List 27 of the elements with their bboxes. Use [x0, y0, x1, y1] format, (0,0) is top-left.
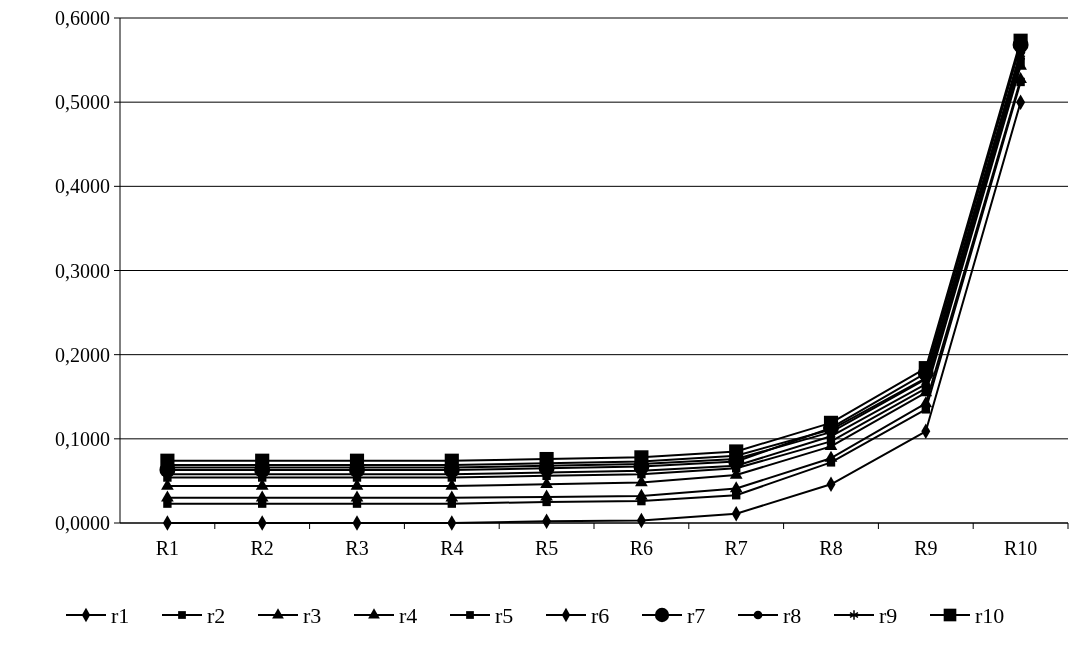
- legend-label: r9: [879, 602, 898, 628]
- y-tick-label: 0,5000: [55, 91, 110, 114]
- x-tick-label: R7: [724, 537, 748, 559]
- legend-label: r5: [495, 602, 514, 628]
- x-tick-label: R6: [629, 537, 654, 559]
- y-tick-label: 0,1000: [55, 427, 110, 450]
- y-tick-label: 0,3000: [55, 259, 110, 282]
- legend-label: r4: [399, 602, 418, 628]
- y-tick-label: 0,0000: [55, 512, 110, 534]
- x-tick-label: R8: [819, 537, 843, 559]
- x-tick-label: R2: [250, 537, 274, 559]
- legend-label: r1: [111, 602, 130, 628]
- legend-label: r2: [207, 602, 226, 628]
- x-tick-label: R1: [155, 537, 180, 559]
- y-tick-label: 0,2000: [55, 343, 110, 366]
- x-tick-label: R3: [345, 537, 369, 559]
- legend-label: r7: [687, 602, 706, 628]
- x-tick-label: R5: [534, 537, 559, 559]
- legend-label: r3: [303, 602, 322, 628]
- x-tick-label: R9: [914, 537, 938, 559]
- x-tick-label: R10: [1003, 537, 1038, 559]
- x-tick-label: R4: [440, 537, 464, 559]
- legend-label: r8: [783, 602, 802, 628]
- legend-label: r10: [975, 602, 1005, 628]
- y-tick-label: 0,4000: [55, 175, 110, 198]
- y-tick-label: 0,6000: [55, 7, 110, 29]
- legend-label: r6: [591, 602, 610, 628]
